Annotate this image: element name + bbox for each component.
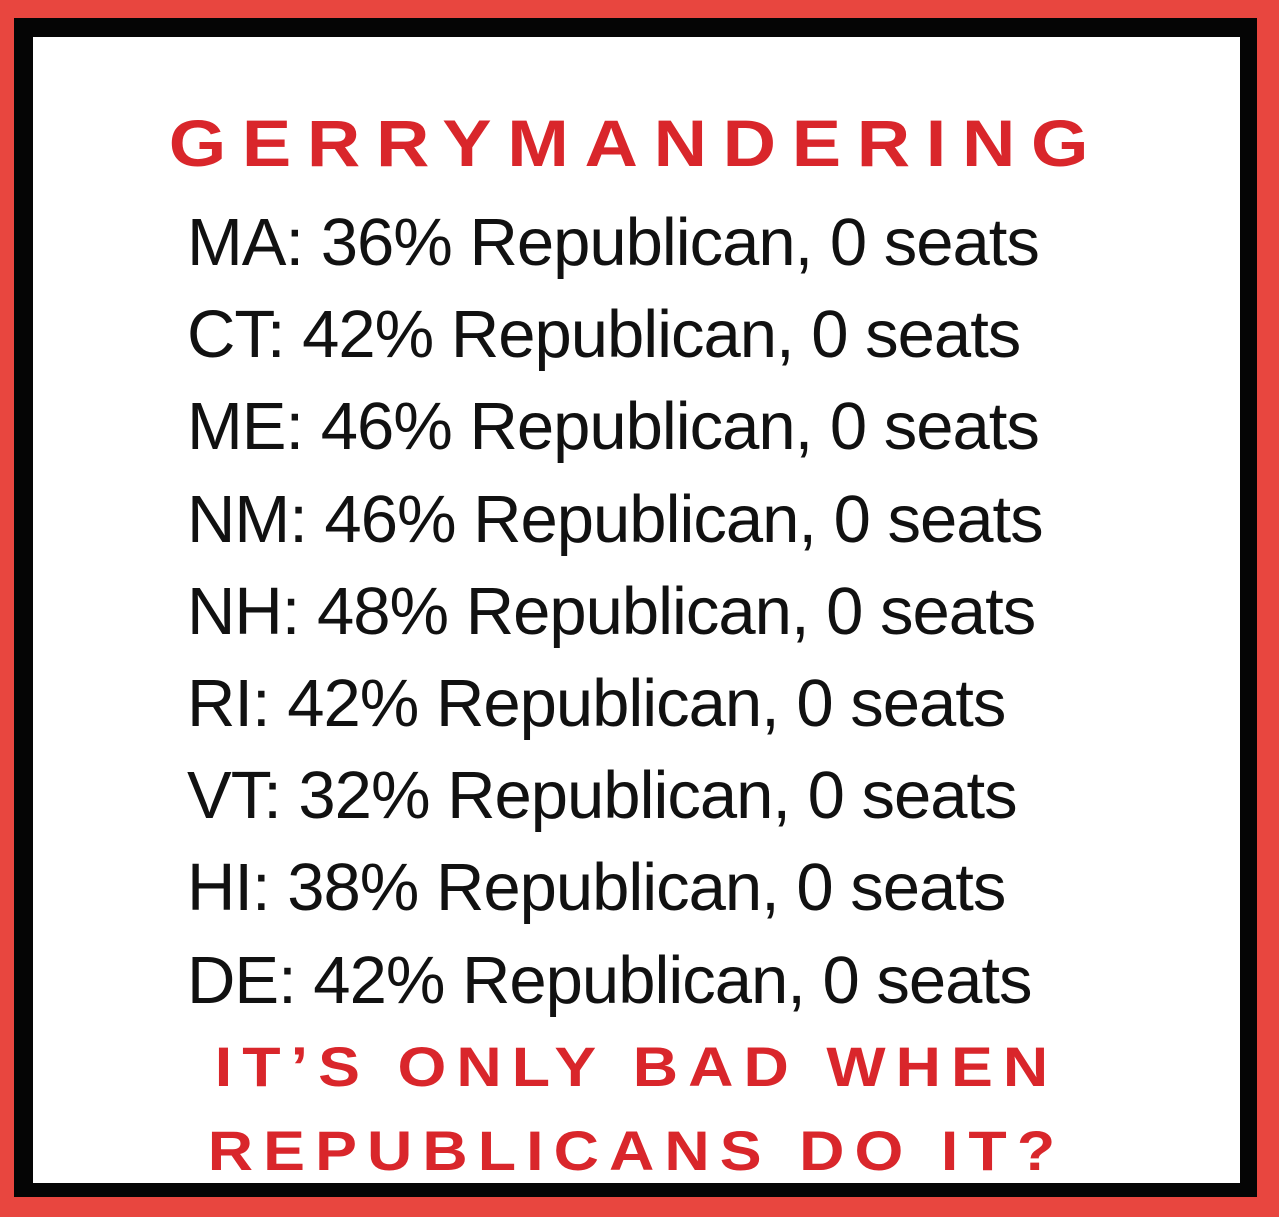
state-line: DE: 42% Republican, 0 seats (187, 942, 1032, 1018)
state-line: VT: 32% Republican, 0 seats (187, 758, 1018, 834)
state-line: RI: 42% Republican, 0 seats (187, 665, 1006, 741)
state-line: CT: 42% Republican, 0 seats (187, 297, 1021, 373)
tagline-line-1: IT’S ONLY BAD WHEN (214, 1035, 1059, 1098)
state-line: HI: 38% Republican, 0 seats (187, 850, 1006, 926)
headline: GERRYMANDERING (168, 106, 1105, 180)
state-line: MA: 36% Republican, 0 seats (187, 205, 1040, 280)
state-line: NM: 46% Republican, 0 seats (187, 481, 1044, 557)
state-line: ME: 46% Republican, 0 seats (187, 389, 1040, 465)
tagline-line-2: REPUBLICANS DO IT? (207, 1119, 1066, 1182)
state-list: MA: 36% Republican, 0 seats CT: 42% Repu… (187, 197, 1044, 1027)
white-panel: GERRYMANDERING MA: 36% Republican, 0 sea… (33, 37, 1240, 1183)
state-line: NH: 48% Republican, 0 seats (187, 573, 1036, 649)
